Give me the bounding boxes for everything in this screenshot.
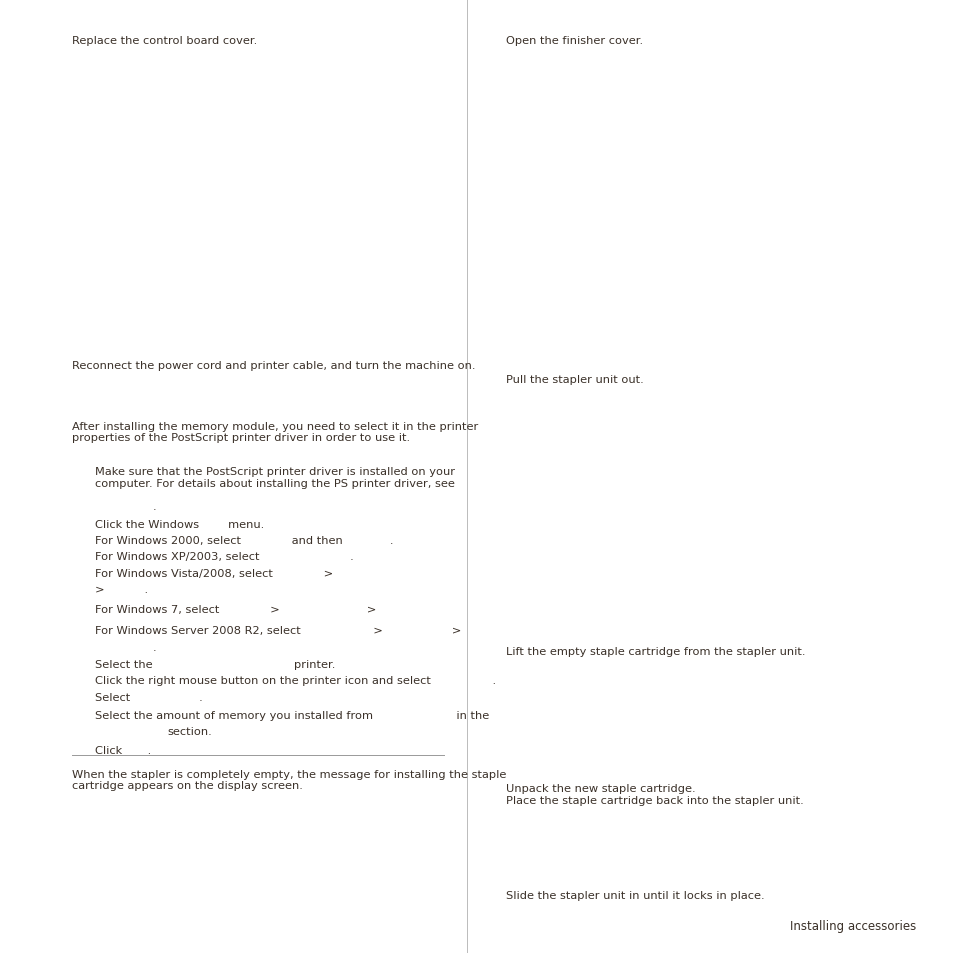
- Text: For Windows 2000, select              and then             .: For Windows 2000, select and then .: [95, 536, 394, 545]
- Bar: [91, 52, 429, 334]
- Text: Pull the stapler unit out.: Pull the stapler unit out.: [505, 375, 642, 384]
- Text: Select the amount of memory you installed from                       in the: Select the amount of memory you installe…: [95, 710, 489, 720]
- Text: Click the right mouse button on the printer icon and select                 .: Click the right mouse button on the prin…: [95, 676, 496, 685]
- Text: Open the finisher cover.: Open the finisher cover.: [505, 36, 642, 46]
- Text: For Windows Vista/2008, select              >: For Windows Vista/2008, select >: [95, 568, 334, 578]
- Text: For Windows 7, select              >                        >: For Windows 7, select > >: [95, 604, 376, 614]
- Text: For Windows Server 2008 R2, select                    >                   >: For Windows Server 2008 R2, select > >: [95, 625, 461, 635]
- Text: Click the Windows        menu.: Click the Windows menu.: [95, 519, 264, 529]
- Text: Select the                                       printer.: Select the printer.: [95, 659, 335, 669]
- Text: .: .: [152, 501, 156, 511]
- Text: When the stapler is completely empty, the message for installing the staple
cart: When the stapler is completely empty, th…: [71, 769, 505, 791]
- Text: Unpack the new staple cartridge.
Place the staple cartridge back into the staple: Unpack the new staple cartridge. Place t…: [505, 783, 802, 805]
- Text: .: .: [152, 642, 156, 652]
- Bar: [505, 52, 915, 334]
- Text: For Windows XP/2003, select                         .: For Windows XP/2003, select .: [95, 552, 354, 561]
- Text: section.: section.: [167, 726, 212, 736]
- Bar: [505, 386, 915, 581]
- Text: Make sure that the PostScript printer driver is installed on your
computer. For : Make sure that the PostScript printer dr…: [95, 467, 455, 489]
- Bar: [505, 796, 839, 872]
- Text: Installing accessories: Installing accessories: [789, 919, 915, 932]
- Text: After installing the memory module, you need to select it in the printer
propert: After installing the memory module, you …: [71, 421, 477, 443]
- Text: >           .: > .: [95, 584, 149, 594]
- Text: Select                   .: Select .: [95, 692, 203, 701]
- Text: Lift the empty staple cartridge from the stapler unit.: Lift the empty staple cartridge from the…: [505, 646, 804, 656]
- Text: Slide the stapler unit in until it locks in place.: Slide the stapler unit in until it locks…: [505, 890, 763, 900]
- Text: Click       .: Click .: [95, 745, 152, 755]
- Bar: [505, 658, 915, 767]
- Text: Reconnect the power cord and printer cable, and turn the machine on.: Reconnect the power cord and printer cab…: [71, 360, 475, 370]
- Text: Replace the control board cover.: Replace the control board cover.: [71, 36, 256, 46]
